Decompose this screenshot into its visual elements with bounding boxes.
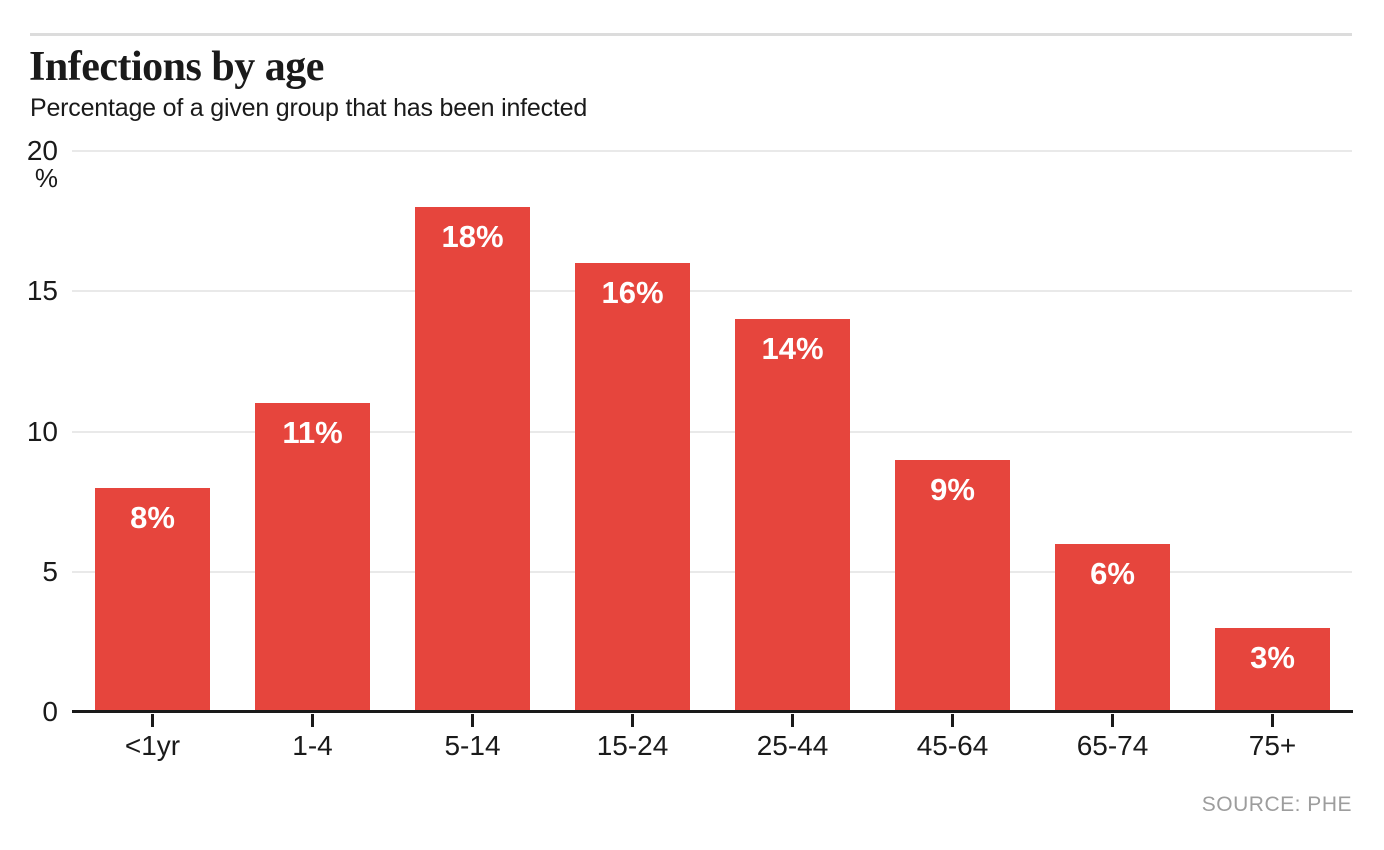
y-tick-label: 15 <box>26 275 58 307</box>
y-tick-label: 20 <box>26 135 58 166</box>
x-axis-tick <box>951 714 954 727</box>
x-axis-line <box>72 710 1353 713</box>
bar-value-label: 11% <box>282 415 343 451</box>
y-tick-label: 10 <box>26 415 58 447</box>
x-tick-label: 5-14 <box>444 730 501 761</box>
x-tick-label: 45-64 <box>916 730 989 761</box>
x-tick-label: 75+ <box>1248 730 1297 761</box>
x-tick-label: 15-24 <box>596 730 669 761</box>
source-label: SOURCE: PHE <box>1201 793 1352 816</box>
bar-value-label: 9% <box>930 471 975 507</box>
x-axis-tick <box>1111 714 1114 727</box>
y-axis-unit-label: % <box>34 163 58 193</box>
gridline <box>72 570 1352 573</box>
y-tick-label: 0 <box>42 696 58 727</box>
bar-value-label: 18% <box>441 219 504 255</box>
bar <box>735 319 850 712</box>
bar-value-label: 16% <box>601 275 664 311</box>
bar <box>95 487 210 712</box>
x-tick-label: 65-74 <box>1076 730 1149 761</box>
x-axis-tick <box>631 714 634 727</box>
bar <box>1215 627 1330 712</box>
x-axis-tick <box>791 714 794 727</box>
x-axis-tick <box>471 714 474 727</box>
page-subtitle: Percentage of a given group that has bee… <box>30 94 588 122</box>
gridline <box>72 430 1352 433</box>
x-axis-tick <box>1271 714 1274 727</box>
bar-value-label: 8% <box>130 499 175 535</box>
bar <box>255 403 370 712</box>
x-axis-tick <box>151 714 154 727</box>
y-tick-label: 5 <box>42 555 58 587</box>
x-tick-label: <1yr <box>124 730 181 761</box>
bar <box>895 459 1010 712</box>
page-title: Infections by age <box>29 44 324 90</box>
x-tick-label: 1-4 <box>292 730 333 761</box>
header-rule <box>30 33 1352 36</box>
bar-value-label: 3% <box>1250 639 1295 675</box>
bar <box>415 207 530 712</box>
bar <box>575 263 690 712</box>
bar-value-label: 14% <box>761 331 824 367</box>
x-tick-label: 25-44 <box>756 730 829 761</box>
gridline <box>72 290 1352 293</box>
bar-value-label: 6% <box>1090 555 1135 591</box>
gridline <box>72 150 1352 152</box>
x-axis-tick <box>311 714 314 727</box>
bar <box>1055 543 1170 712</box>
